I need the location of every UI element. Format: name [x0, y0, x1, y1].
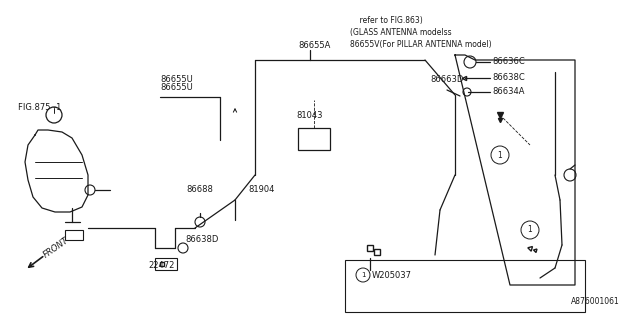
Text: FRONT: FRONT — [42, 236, 70, 260]
Bar — [65, 230, 83, 240]
Text: 86688: 86688 — [186, 186, 213, 195]
Text: 81904: 81904 — [248, 186, 275, 195]
Text: 81043: 81043 — [296, 110, 323, 119]
Text: (GLASS ANTENNA modelss: (GLASS ANTENNA modelss — [350, 28, 452, 37]
Text: W205037: W205037 — [372, 270, 412, 279]
Text: 1: 1 — [498, 150, 502, 159]
Text: 1: 1 — [527, 226, 532, 235]
Circle shape — [521, 221, 539, 239]
Text: 86636C: 86636C — [492, 58, 525, 67]
Text: 22472: 22472 — [148, 260, 174, 269]
Text: 86634A: 86634A — [492, 87, 525, 97]
Text: 86655U: 86655U — [160, 84, 193, 92]
Text: 86663D: 86663D — [430, 76, 463, 84]
Circle shape — [356, 268, 370, 282]
Text: 86655V(For PILLAR ANTENNA model): 86655V(For PILLAR ANTENNA model) — [350, 41, 492, 50]
Text: refer to FIG.863): refer to FIG.863) — [350, 17, 423, 26]
Text: 86638C: 86638C — [492, 74, 525, 83]
Text: 86655A: 86655A — [298, 41, 330, 50]
Text: 1: 1 — [361, 272, 365, 278]
Circle shape — [491, 146, 509, 164]
Text: FIG.875 -1: FIG.875 -1 — [18, 103, 61, 113]
Text: 86638D: 86638D — [185, 236, 218, 244]
Bar — [345, 260, 585, 312]
Bar — [298, 128, 330, 150]
Bar — [155, 258, 177, 270]
Text: A876001061: A876001061 — [572, 298, 620, 307]
Text: 86655U: 86655U — [160, 76, 193, 84]
